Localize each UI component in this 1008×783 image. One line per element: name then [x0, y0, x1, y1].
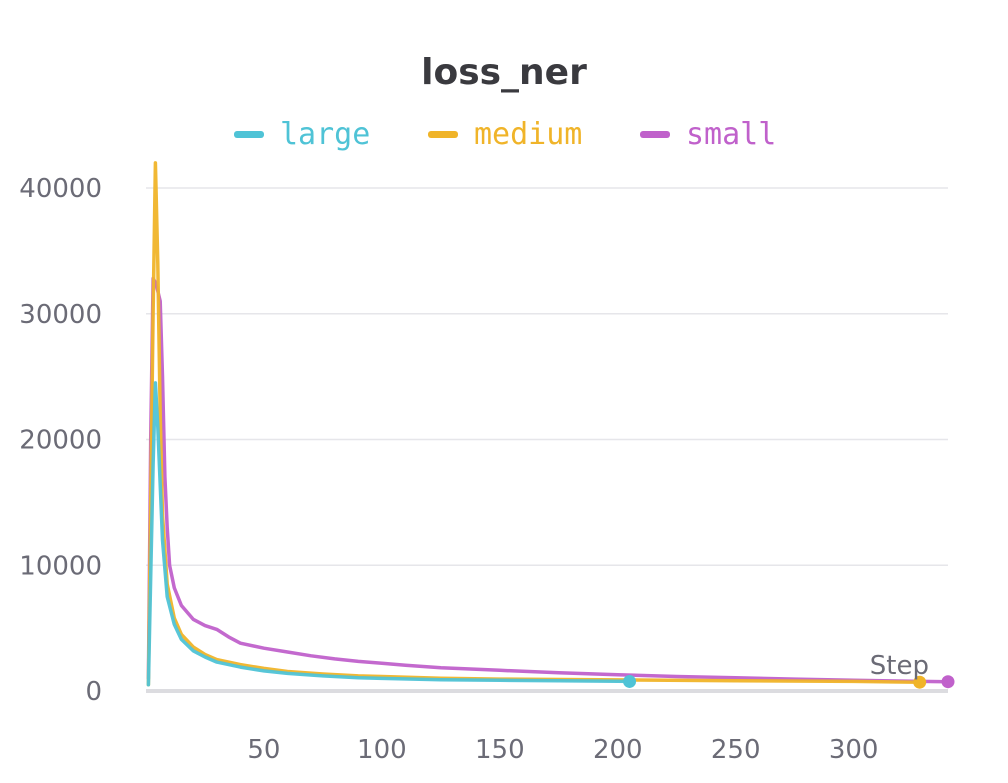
legend-label-medium: medium	[474, 116, 583, 152]
legend-swatch-small	[640, 130, 670, 138]
legend-item-medium[interactable]: medium	[428, 112, 582, 156]
x-tick-label-200: 200	[593, 735, 643, 765]
legend-item-small[interactable]: small	[640, 112, 776, 156]
series-lines	[146, 161, 950, 687]
y-tick-label-10000: 10000	[19, 551, 102, 581]
x-tick-label-150: 150	[475, 735, 525, 765]
legend-item-large[interactable]: large	[234, 112, 370, 156]
legend-label-small: small	[686, 116, 777, 152]
x-tick-label-300: 300	[829, 735, 879, 765]
x-tick-label-100: 100	[357, 735, 407, 765]
chart-legend: large medium small	[0, 112, 1008, 156]
y-tick-label-20000: 20000	[19, 426, 102, 456]
series-endpoint-large[interactable]	[623, 674, 637, 688]
x-tick-label-250: 250	[711, 735, 761, 765]
tick-labels: 0 10000 20000 30000 40000 50 100 150 200 250 300 St…	[19, 174, 929, 765]
series-line-small[interactable]	[146, 276, 950, 684]
series-line-medium[interactable]	[146, 161, 922, 687]
series-endpoint-small[interactable]	[941, 675, 955, 689]
legend-swatch-large	[234, 130, 264, 138]
series-line-large[interactable]	[146, 381, 632, 687]
legend-swatch-medium	[428, 130, 458, 138]
y-tick-label-30000: 30000	[19, 300, 102, 330]
x-axis-title: Step	[870, 651, 929, 681]
y-tick-label-40000: 40000	[19, 174, 102, 204]
chart-title: loss_ner	[421, 52, 587, 93]
grid-lines	[146, 187, 948, 566]
series-endpoint-medium[interactable]	[913, 675, 927, 689]
series-endpoints	[623, 674, 955, 689]
y-tick-label-0: 0	[85, 677, 102, 707]
legend-label-large: large	[280, 116, 371, 152]
x-tick-label-50: 50	[247, 735, 280, 765]
